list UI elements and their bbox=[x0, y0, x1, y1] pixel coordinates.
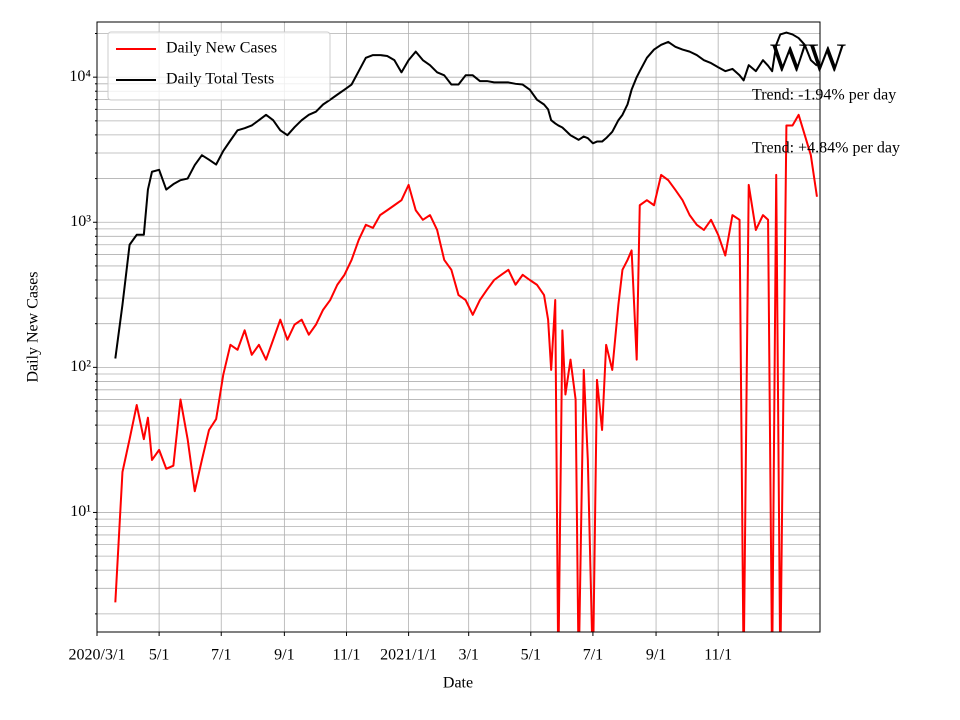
data-line bbox=[114, 113, 818, 632]
plot-area bbox=[114, 31, 818, 632]
y-axis-label: Daily New Cases bbox=[25, 271, 42, 382]
x-axis-label: Date bbox=[443, 675, 473, 692]
x-tick-label: 7/1 bbox=[583, 647, 603, 664]
x-tick-label: 9/1 bbox=[274, 647, 294, 664]
y-tick-label: 10⁴ bbox=[69, 68, 91, 85]
x-tick-label: 11/1 bbox=[333, 647, 361, 664]
data-line bbox=[114, 31, 818, 359]
x-tick-label: 2020/3/1 bbox=[69, 647, 126, 664]
x-tick-label: 7/1 bbox=[211, 647, 231, 664]
x-tick-label: 9/1 bbox=[646, 647, 666, 664]
x-tick-label: 3/1 bbox=[458, 647, 478, 664]
annotation: Trend: +4.84% per day bbox=[752, 140, 900, 157]
y-tick-label: 10¹ bbox=[70, 503, 91, 520]
plot-frame bbox=[96, 21, 821, 633]
annotation: Trend: -1.94% per day bbox=[752, 87, 896, 104]
legend-label: Daily New Cases bbox=[166, 40, 277, 57]
x-tick-label: 5/1 bbox=[521, 647, 541, 664]
grid bbox=[96, 22, 820, 632]
legend-label: Daily Total Tests bbox=[166, 71, 274, 88]
y-tick-label: 10² bbox=[70, 358, 91, 375]
y-tick-label: 10³ bbox=[70, 213, 91, 230]
x-tick-label: 5/1 bbox=[149, 647, 169, 664]
chart-title: WW bbox=[770, 35, 846, 80]
x-tick-label: 2021/1/1 bbox=[380, 647, 437, 664]
legend-box bbox=[107, 31, 331, 101]
x-tick-label: 11/1 bbox=[704, 647, 732, 664]
